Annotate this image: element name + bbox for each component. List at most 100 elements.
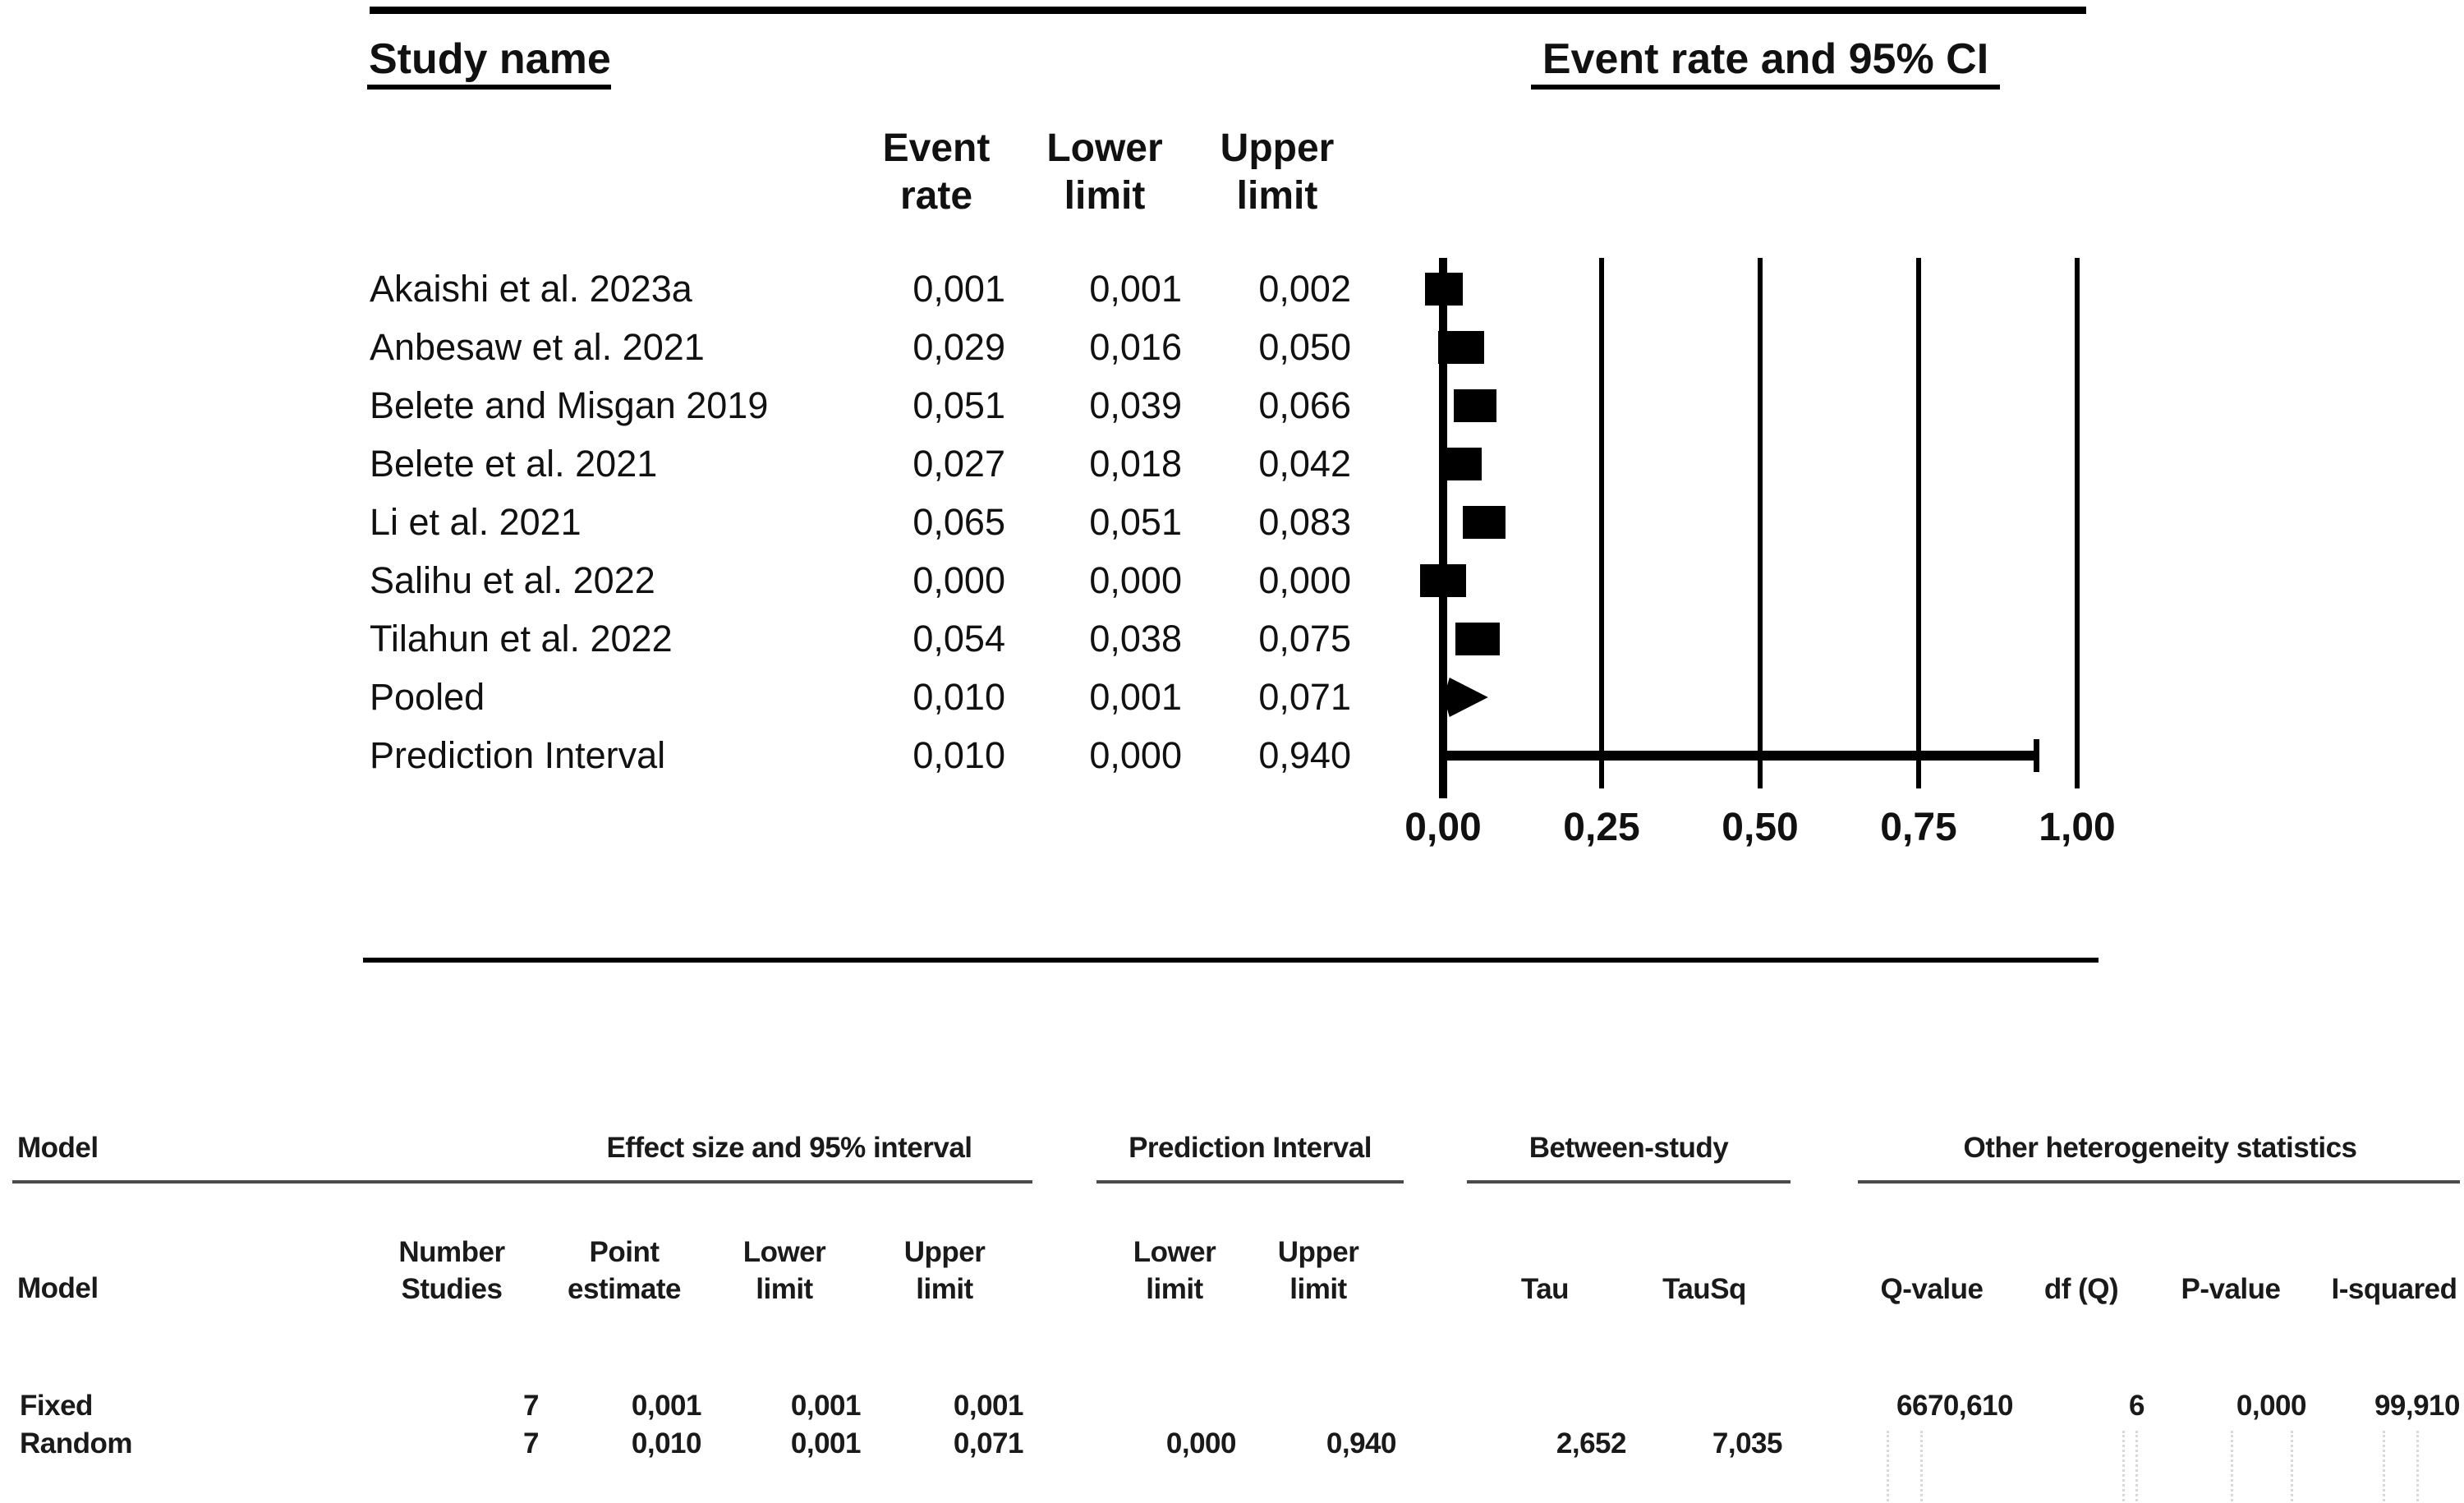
- axis-tick-label: 1,00: [2039, 806, 2116, 849]
- study-row: Belete and Misgan 2019 0,051 0,039 0,066: [0, 383, 2464, 429]
- event-rate-value: 0,029: [913, 326, 1005, 368]
- dotted-column-guide: [2122, 1431, 2125, 1501]
- study-name: Anbesaw et al. 2021: [370, 326, 705, 368]
- stat-column-header: Event rate: [882, 126, 991, 218]
- stat-column-header: Upper limit: [1220, 126, 1335, 218]
- study-row: Pooled 0,010 0,001 0,071: [0, 674, 2464, 720]
- column-header: Lower limit: [1133, 1236, 1216, 1305]
- event-rate-value: 0,051: [913, 384, 1005, 426]
- event-rate-value: 0,054: [913, 618, 1005, 660]
- dotted-column-guide: [2416, 1431, 2419, 1501]
- lower-limit-value: 0,000: [1089, 559, 1182, 601]
- axis-gridline: [1758, 258, 1763, 788]
- stat-column-header: Lower limit: [1046, 126, 1163, 218]
- summary-cell: 7: [523, 1427, 539, 1459]
- axis-gridline: [1599, 258, 1604, 788]
- study-row: Prediction Interval 0,010 0,000 0,940: [0, 733, 2464, 779]
- summary-model-label: Fixed: [20, 1390, 93, 1422]
- ci-axis-title-underline: [1531, 85, 2000, 90]
- column-header: I-squared: [2331, 1273, 2457, 1305]
- summary-cell: 2,652: [1556, 1427, 1627, 1459]
- study-row: Tilahun et al. 2022 0,054 0,038 0,075: [0, 616, 2464, 662]
- upper-limit-value: 0,050: [1258, 326, 1351, 368]
- column-header: TauSq: [1662, 1273, 1746, 1305]
- study-marker-square: [1455, 623, 1500, 655]
- lower-limit-value: 0,001: [1089, 268, 1182, 310]
- separator-line: [363, 958, 2099, 963]
- upper-limit-value: 0,066: [1258, 384, 1351, 426]
- upper-limit-value: 0,075: [1258, 618, 1351, 660]
- study-name: Li et al. 2021: [370, 501, 582, 543]
- column-header: Upper limit: [1277, 1236, 1359, 1305]
- event-rate-value: 0,000: [913, 559, 1005, 601]
- study-row: Belete et al. 2021 0,027 0,018 0,042: [0, 441, 2464, 487]
- dotted-column-guide: [2231, 1431, 2233, 1501]
- lower-limit-value: 0,038: [1089, 618, 1182, 660]
- study-name-underline: [367, 85, 611, 90]
- group-header-underline: [1096, 1180, 1404, 1184]
- summary-row: Fixed 7 0,001 0,001 0,001 6670,610 6 0,000 99,91…: [0, 1388, 2464, 1424]
- study-name: Salihu et al. 2022: [370, 559, 655, 601]
- upper-limit-value: 0,083: [1258, 501, 1351, 543]
- summary-cell: 99,910: [2374, 1390, 2461, 1422]
- upper-limit-value: 0,042: [1258, 443, 1351, 485]
- summary-cell: 0,001: [953, 1390, 1024, 1422]
- summary-model-label: Random: [20, 1427, 133, 1459]
- axis-gridline: [2075, 258, 2080, 788]
- study-name: Belete et al. 2021: [370, 443, 658, 485]
- study-row: Salihu et al. 2022 0,000 0,000 0,000: [0, 558, 2464, 604]
- dotted-column-guide: [1920, 1431, 1923, 1501]
- event-rate-value: 0,027: [913, 443, 1005, 485]
- summary-cell: 0,000: [1165, 1427, 1237, 1459]
- column-header: Lower limit: [742, 1236, 826, 1305]
- event-rate-value: 0,001: [913, 268, 1005, 310]
- axis-tick-label: 0,00: [1404, 806, 1482, 849]
- summary-cell: 6670,610: [1896, 1390, 2013, 1422]
- upper-limit-value: 0,940: [1258, 734, 1351, 776]
- summary-row: Random 7 0,010 0,001 0,071 0,000 0,940 2,652 7,0…: [0, 1426, 2464, 1462]
- column-header: Number Studies: [398, 1236, 505, 1305]
- study-row: Li et al. 2021 0,065 0,051 0,083: [0, 499, 2464, 545]
- axis-tick-label: 0,75: [1880, 806, 1957, 849]
- column-header: Tau: [1520, 1273, 1570, 1305]
- lower-limit-value: 0,016: [1089, 326, 1182, 368]
- study-marker-square: [1438, 331, 1485, 364]
- upper-limit-value: 0,002: [1258, 268, 1351, 310]
- dotted-column-guide: [2135, 1431, 2138, 1501]
- upper-limit-value: 0,000: [1258, 559, 1351, 601]
- column-header: P-value: [2181, 1273, 2282, 1305]
- summary-cell: 0,010: [631, 1427, 702, 1459]
- summary-cell: 0,000: [2236, 1390, 2307, 1422]
- group-header-model: Model: [17, 1132, 99, 1164]
- study-marker-square: [1454, 389, 1497, 422]
- event-rate-value: 0,010: [913, 734, 1005, 776]
- column-header-model: Model: [17, 1272, 99, 1304]
- study-name-title: Study name: [369, 35, 611, 83]
- axis-gridline: [1916, 258, 1921, 788]
- column-header: Upper limit: [903, 1236, 986, 1305]
- upper-limit-value: 0,071: [1258, 676, 1351, 718]
- ci-axis-title: Event rate and 95% CI: [1542, 35, 1989, 83]
- axis-zero-line: [1439, 258, 1447, 798]
- dotted-column-guide: [2291, 1431, 2293, 1501]
- lower-limit-value: 0,018: [1089, 443, 1182, 485]
- study-marker-square: [1424, 273, 1463, 306]
- event-rate-value: 0,065: [913, 501, 1005, 543]
- study-row: Akaishi et al. 2023a 0,001 0,001 0,002: [0, 266, 2464, 312]
- event-rate-value: 0,010: [913, 676, 1005, 718]
- top-border-line: [370, 7, 2086, 14]
- summary-cell: 0,940: [1326, 1427, 1397, 1459]
- column-header: Point estimate: [567, 1236, 682, 1305]
- prediction-interval-line: [1443, 751, 2039, 761]
- group-header-underline: [12, 1180, 1032, 1184]
- study-name: Tilahun et al. 2022: [370, 618, 673, 660]
- study-marker-square: [1463, 506, 1506, 539]
- lower-limit-value: 0,051: [1089, 501, 1182, 543]
- study-name: Prediction Interval: [370, 734, 666, 776]
- study-name: Belete and Misgan 2019: [370, 384, 769, 426]
- summary-cell: 0,001: [790, 1390, 862, 1422]
- dotted-column-guide: [1887, 1431, 1889, 1501]
- dotted-column-guide: [2383, 1431, 2385, 1501]
- group-header: Prediction Interval: [1129, 1132, 1372, 1164]
